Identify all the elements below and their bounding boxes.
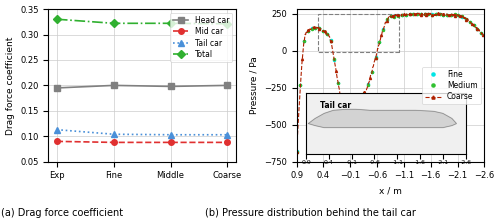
Bar <box>318 14 398 52</box>
Fine <box>482 35 488 38</box>
Line: Medium: Medium <box>296 12 486 153</box>
Head car <box>168 85 173 88</box>
Y-axis label: Drag force coefficient: Drag force coefficient <box>6 36 15 135</box>
Text: (a) Drag force coefficient: (a) Drag force coefficient <box>2 208 124 218</box>
Tail car <box>54 128 60 131</box>
Tail car <box>110 133 116 136</box>
Coarse <box>430 14 436 17</box>
Medium <box>416 12 422 15</box>
Medium <box>316 27 322 30</box>
Coarse <box>355 97 361 100</box>
Fine <box>412 13 418 16</box>
Total <box>110 22 116 25</box>
Coarse <box>482 34 488 37</box>
Coarse <box>368 72 374 75</box>
Coarse <box>316 28 322 31</box>
Fine <box>368 74 374 76</box>
Mid car <box>54 140 60 143</box>
Line: Total: Total <box>54 16 230 27</box>
Total <box>168 22 173 25</box>
Line: Coarse: Coarse <box>296 12 486 153</box>
Medium <box>294 150 300 153</box>
Tail car <box>168 133 173 136</box>
Head car <box>110 84 116 87</box>
Head car <box>54 87 60 89</box>
Mid car <box>224 141 230 144</box>
Line: Head car: Head car <box>54 83 230 91</box>
Total <box>54 18 60 20</box>
Fine <box>416 13 422 15</box>
Head car <box>224 84 230 87</box>
Medium <box>368 74 374 77</box>
Total <box>224 22 230 25</box>
Coarse <box>416 12 422 14</box>
Y-axis label: Pressure / Pa: Pressure / Pa <box>250 56 258 114</box>
Coarse <box>294 151 300 154</box>
Tail car <box>224 133 230 136</box>
Legend: Head car, Mid car, Tail car, Total: Head car, Mid car, Tail car, Total <box>170 13 232 62</box>
Line: Mid car: Mid car <box>54 139 230 145</box>
Text: (b) Pressure distribution behind the tail car: (b) Pressure distribution behind the tai… <box>204 208 416 218</box>
Fine <box>316 27 322 30</box>
Coarse <box>430 14 436 17</box>
Fine <box>430 13 436 16</box>
Medium <box>412 13 418 16</box>
Medium <box>430 13 436 15</box>
Fine <box>355 97 361 99</box>
X-axis label: x / m: x / m <box>379 186 402 195</box>
Mid car <box>110 141 116 144</box>
Medium <box>482 35 488 37</box>
Coarse <box>412 14 418 17</box>
Medium <box>430 14 436 16</box>
Mid car <box>168 141 173 144</box>
Line: Fine: Fine <box>296 13 486 152</box>
Line: Tail car: Tail car <box>54 127 230 138</box>
Fine <box>430 13 436 16</box>
Legend: Fine, Medium, Coarse: Fine, Medium, Coarse <box>422 66 480 104</box>
Fine <box>294 150 300 153</box>
Medium <box>355 97 361 99</box>
